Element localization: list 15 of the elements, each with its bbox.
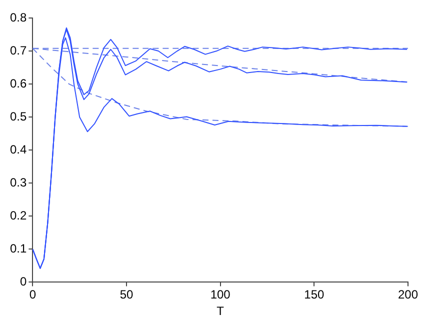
x-tick-label: 100 bbox=[210, 288, 231, 302]
y-tick-label: 0.8 bbox=[10, 10, 27, 24]
y-tick-label: 0.5 bbox=[10, 109, 27, 124]
y-tick-label: 0.2 bbox=[10, 208, 27, 222]
x-tick-label: 0 bbox=[29, 288, 36, 302]
x-axis-title: T bbox=[216, 304, 225, 318]
y-tick-label: 0 bbox=[20, 274, 27, 289]
y-tick-label: 0.4 bbox=[10, 142, 27, 156]
x-tick-label: 150 bbox=[304, 288, 324, 302]
y-tick-label: 0.1 bbox=[10, 241, 27, 256]
x-tick-label: 200 bbox=[398, 288, 418, 302]
y-tick-label: 0.3 bbox=[10, 175, 27, 190]
y-tick-label: 0.7 bbox=[10, 43, 27, 58]
y-tick-label: 0.6 bbox=[10, 76, 27, 90]
x-tick-label: 50 bbox=[120, 288, 134, 302]
